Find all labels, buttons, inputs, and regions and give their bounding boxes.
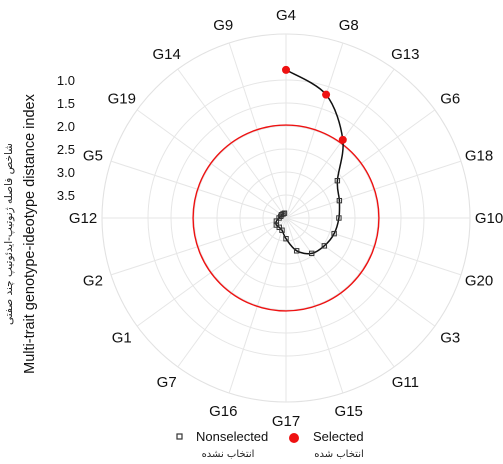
point-nonselected-G17 <box>283 236 289 242</box>
point-nonselected-G2 <box>273 218 280 224</box>
genotype-label-G9: G9 <box>213 17 233 34</box>
grid-spoke-G16 <box>228 217 287 394</box>
genotype-label-G3: G3 <box>440 329 460 346</box>
genotype-labels: G4 G8 G13 G6 G18 G10 G20 G3 G11 G15 G17 G16 G7 G1 G2 G1… <box>69 7 503 430</box>
legend: Nonselected انتخاب نشده Selected انتخاب … <box>176 429 364 460</box>
genotype-label-G16: G16 <box>209 403 237 420</box>
genotype-label-G5: G5 <box>83 147 103 164</box>
point-nonselected-G20 <box>331 230 337 237</box>
genotype-label-G20: G20 <box>465 273 493 290</box>
grid-spoke-G9 <box>228 42 287 219</box>
genotype-label-G13: G13 <box>391 46 419 63</box>
genotype-label-G15: G15 <box>335 403 363 420</box>
point-nonselected-G10 <box>336 215 342 221</box>
genotype-label-G6: G6 <box>440 91 460 108</box>
grid-spoke-G3 <box>285 217 436 327</box>
grid-spoke-G19 <box>136 109 287 219</box>
point-nonselected-G18 <box>336 197 343 204</box>
radial-tick-labels: 1.0 1.5 2.0 2.5 3.0 3.5 <box>57 73 75 203</box>
grid-spoke-G2 <box>110 217 287 276</box>
genotype-label-G12: G12 <box>69 210 97 227</box>
legend-label-nonselected-persian: انتخاب نشده <box>202 449 255 460</box>
point-selected-G4 <box>282 65 290 74</box>
grid-spoke-G13 <box>285 68 395 219</box>
point-nonselected-G15 <box>293 248 300 254</box>
y-axis-title-persian: شاخص فاصله ژنوتیپ-ایدئوتیپ چند صفتی <box>3 143 15 325</box>
axis-title: Multi-trait genotype-ideotype distance i… <box>3 93 38 373</box>
grid-spoke-G20 <box>285 217 462 276</box>
point-nonselected-G9 <box>281 210 288 216</box>
genotype-label-G2: G2 <box>83 273 103 290</box>
grid-spoke-G1 <box>136 217 287 327</box>
grid-spoke-G15 <box>285 217 344 394</box>
grid-spoke-G6 <box>285 109 436 219</box>
grid-spoke-G5 <box>110 160 287 219</box>
genotype-label-G14: G14 <box>152 46 180 63</box>
legend-label-selected-persian: انتخاب شده <box>314 449 364 460</box>
point-nonselected-G19 <box>278 212 285 218</box>
threshold-circle <box>192 124 380 312</box>
genotype-label-G10: G10 <box>475 210 503 227</box>
legend-marker-selected <box>289 433 299 443</box>
radial-tick-label: 3.5 <box>57 188 75 203</box>
point-selected-G13 <box>338 135 347 144</box>
radial-tick-label: 3.0 <box>57 165 75 180</box>
point-nonselected-G11 <box>308 250 315 257</box>
genotype-label-G19: G19 <box>108 91 136 108</box>
genotype-label-G7: G7 <box>157 374 177 391</box>
point-nonselected-G14 <box>280 211 286 217</box>
grid-spoke-G8 <box>285 42 344 219</box>
grid-spoke-G11 <box>285 217 395 368</box>
grid-spoke-G14 <box>177 68 287 219</box>
genotype-label-G11: G11 <box>392 374 419 391</box>
legend-label-nonselected: Nonselected <box>196 429 268 444</box>
radial-tick-label: 2.0 <box>57 119 75 134</box>
radial-tick-label: 2.5 <box>57 142 75 157</box>
legend-marker-nonselected <box>176 433 183 440</box>
point-nonselected-G6 <box>334 177 341 184</box>
genotype-label-G1: G1 <box>112 329 132 346</box>
point-selected-G8 <box>322 90 331 99</box>
selection-threshold-circle <box>192 124 380 312</box>
polar-grid <box>101 33 471 403</box>
radial-tick-label: 1.5 <box>57 96 75 111</box>
point-nonselected-G3 <box>321 243 328 249</box>
genotype-label-G18: G18 <box>465 147 493 164</box>
genotype-label-G4: G4 <box>276 7 296 24</box>
y-axis-title: Multi-trait genotype-ideotype distance i… <box>22 93 38 373</box>
genotype-label-G17: G17 <box>272 413 300 430</box>
legend-label-selected: Selected <box>313 429 364 444</box>
grid-spoke-G18 <box>285 160 462 219</box>
radial-tick-label: 1.0 <box>57 73 75 88</box>
grid-spoke-G7 <box>177 217 287 368</box>
genotype-label-G8: G8 <box>339 17 359 34</box>
genotype-points <box>273 65 347 257</box>
point-nonselected-G16 <box>279 227 285 233</box>
